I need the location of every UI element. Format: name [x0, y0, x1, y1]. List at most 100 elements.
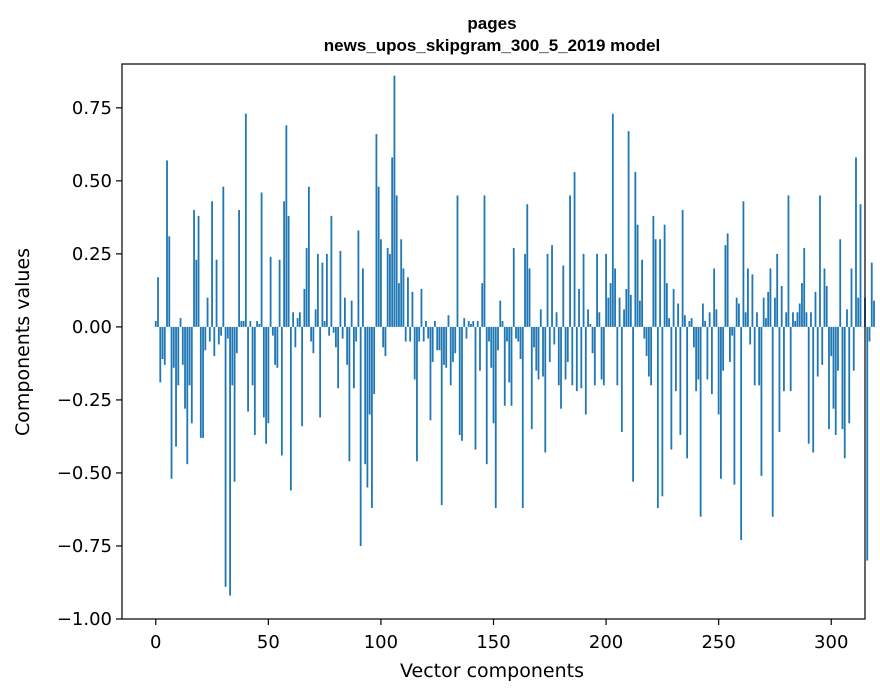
- bar-41: [247, 326, 249, 412]
- bar-133: [454, 326, 457, 354]
- bar-2: [159, 326, 162, 383]
- bar-8: [172, 326, 175, 368]
- bar-184: [569, 195, 571, 327]
- bar-198: [600, 326, 603, 380]
- bar-75: [323, 321, 326, 327]
- bar-240: [695, 326, 698, 392]
- bar-37: [238, 210, 240, 327]
- bar-317: [868, 326, 871, 342]
- bar-267: [756, 312, 758, 327]
- bar-192: [587, 309, 589, 327]
- bar-134: [456, 195, 459, 327]
- bar-55: [278, 259, 281, 327]
- bar-210: [627, 131, 630, 327]
- bar-127: [440, 326, 443, 506]
- x-tick-label: 50: [257, 632, 280, 653]
- bar-208: [623, 309, 625, 327]
- bar-69: [310, 326, 313, 342]
- bar-277: [778, 326, 781, 433]
- bar-214: [636, 224, 639, 327]
- bar-303: [837, 326, 839, 371]
- y-axis-label: Components values: [12, 248, 34, 436]
- bar-49: [265, 326, 267, 444]
- bar-294: [816, 326, 819, 377]
- bar-88: [353, 326, 355, 389]
- bar-111: [404, 326, 407, 342]
- bar-10: [177, 326, 180, 386]
- bar-3: [161, 326, 164, 360]
- bar-237: [688, 321, 691, 327]
- bar-259: [738, 303, 740, 327]
- bar-74: [321, 262, 324, 327]
- bar-112: [407, 277, 409, 327]
- bar-177: [553, 326, 556, 345]
- bar-160: [515, 326, 517, 339]
- bar-255: [729, 326, 731, 362]
- bar-196: [596, 253, 598, 327]
- bar-67: [305, 248, 308, 327]
- bar-218: [645, 326, 648, 357]
- bar-234: [681, 210, 684, 327]
- bar-81: [337, 326, 340, 389]
- bar-309: [850, 268, 853, 327]
- bar-39: [242, 321, 245, 327]
- bar-258: [735, 297, 738, 327]
- bar-180: [560, 326, 562, 409]
- bar-275: [774, 297, 776, 327]
- bar-313: [859, 204, 862, 327]
- bar-145: [481, 283, 484, 327]
- y-tick-label: −0.50: [57, 463, 112, 484]
- bar-287: [801, 283, 803, 327]
- bar-106: [393, 75, 396, 327]
- bar-231: [674, 326, 677, 392]
- bar-101: [382, 326, 385, 348]
- bar-64: [298, 312, 301, 327]
- bar-174: [546, 253, 549, 327]
- bar-86: [348, 326, 351, 462]
- x-axis-label: Vector components: [400, 660, 584, 682]
- bar-299: [828, 326, 830, 430]
- bar-193: [589, 323, 592, 327]
- bar-209: [625, 288, 628, 327]
- bar-153: [499, 300, 502, 327]
- bar-126: [438, 326, 441, 351]
- bar-140: [470, 323, 472, 327]
- bar-15: [188, 326, 191, 386]
- bar-31: [224, 326, 227, 587]
- bar-65: [301, 326, 304, 427]
- bar-120: [425, 321, 427, 327]
- bar-185: [571, 326, 574, 386]
- bar-71: [314, 309, 317, 327]
- bar-187: [575, 326, 578, 392]
- bar-147: [485, 326, 488, 465]
- bar-278: [780, 286, 783, 327]
- bar-84: [344, 297, 346, 327]
- bar-113: [409, 326, 412, 342]
- bar-254: [726, 233, 729, 327]
- bar-285: [796, 312, 799, 327]
- bar-40: [244, 113, 247, 327]
- bar-89: [355, 326, 358, 342]
- bar-142: [474, 326, 477, 450]
- bar-306: [843, 326, 846, 459]
- bar-199: [602, 326, 605, 386]
- bar-239: [692, 326, 695, 348]
- bar-190: [582, 253, 585, 327]
- bar-152: [497, 326, 499, 351]
- bar-222: [654, 239, 657, 327]
- bar-158: [510, 326, 513, 406]
- bar-257: [733, 326, 736, 485]
- bar-250: [717, 326, 720, 415]
- bar-83: [341, 326, 344, 339]
- bar-20: [199, 326, 202, 438]
- bar-225: [661, 326, 664, 497]
- bar-261: [742, 201, 745, 327]
- bar-68: [307, 186, 310, 327]
- bar-12: [181, 326, 184, 365]
- bar-283: [792, 312, 794, 327]
- bar-176: [551, 245, 553, 327]
- x-tick-label: 0: [150, 632, 161, 653]
- bar-108: [398, 283, 400, 327]
- bar-289: [805, 312, 808, 327]
- bar-178: [555, 312, 558, 327]
